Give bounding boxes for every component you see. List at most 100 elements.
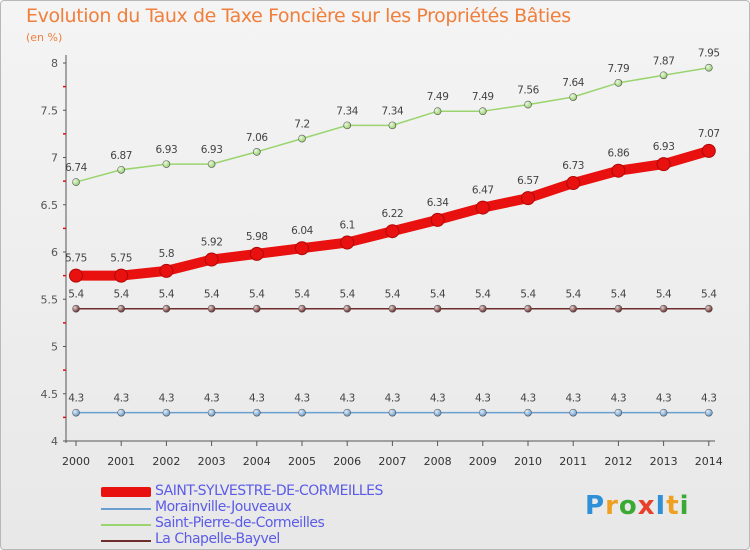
series-layer	[69, 63, 716, 417]
data-label: 7.56	[517, 85, 539, 97]
data-label: 4.3	[520, 393, 536, 405]
data-label: 4.3	[385, 393, 401, 405]
x-tick-label: 2013	[650, 455, 678, 468]
x-tick-label: 2014	[695, 455, 723, 468]
data-label: 5.4	[611, 289, 627, 301]
chart-title: Evolution du Taux de Taxe Foncière sur l…	[26, 5, 571, 27]
x-tick-label: 2007	[378, 455, 406, 468]
data-label: 6.34	[427, 197, 449, 209]
data-point-shine	[388, 305, 396, 313]
data-label: 5.75	[65, 253, 87, 265]
data-point-shine	[479, 409, 487, 417]
data-label: 6.86	[608, 148, 630, 160]
data-point	[521, 191, 535, 206]
data-label: 7.34	[336, 105, 358, 117]
data-point-shine	[660, 409, 668, 417]
data-point	[340, 235, 355, 250]
data-label: 5.92	[201, 237, 223, 249]
data-point-shine	[479, 305, 487, 313]
data-point-shine	[208, 160, 216, 168]
y-tick-label: 6	[51, 246, 58, 259]
y-tick-label: 4.5	[41, 388, 59, 401]
y-tick-label: 6.5	[41, 199, 59, 212]
x-tick-label: 2000	[62, 455, 90, 468]
data-label: 6.74	[65, 162, 87, 174]
proxiti-logo: ProxIti	[585, 491, 690, 521]
data-point-shine	[524, 409, 532, 417]
data-label: 6.93	[156, 144, 178, 156]
data-label: 7.06	[246, 132, 268, 144]
x-tick-label: 2010	[514, 455, 542, 468]
data-point-shine	[614, 79, 622, 87]
data-point-shine	[614, 409, 622, 417]
data-point	[295, 241, 309, 256]
data-point	[249, 246, 264, 261]
data-label: 7.79	[608, 63, 630, 75]
data-label: 4.3	[701, 393, 717, 405]
data-label: 5.4	[113, 289, 129, 301]
data-label: 4.3	[656, 393, 672, 405]
data-point-shine	[162, 409, 170, 417]
data-point-shine	[298, 305, 306, 313]
data-label: 4.3	[475, 393, 491, 405]
data-point-shine	[298, 135, 306, 143]
data-point-shine	[569, 93, 577, 101]
data-point	[701, 143, 716, 158]
data-point	[159, 263, 174, 278]
x-tick-label: 2006	[333, 455, 361, 468]
legend-label: SAINT-SYLVESTRE-DE-CORMEILLES	[155, 483, 383, 499]
x-tick-label: 2003	[198, 455, 226, 468]
data-point	[430, 212, 445, 227]
data-point-shine	[524, 305, 532, 313]
data-label: 7.2	[294, 119, 310, 131]
legend-swatch	[101, 540, 151, 542]
data-label: 6.22	[382, 208, 404, 220]
data-label: 5.75	[110, 253, 132, 265]
data-point-shine	[388, 409, 396, 417]
legend-swatch	[101, 508, 151, 510]
data-point	[611, 163, 626, 178]
data-label: 4.3	[294, 393, 310, 405]
y-tick-label: 8	[51, 57, 58, 70]
data-label: 5.4	[430, 289, 446, 301]
data-label: 7.87	[653, 55, 675, 67]
data-label: 4.3	[159, 393, 175, 405]
y-tick-label: 7.5	[41, 104, 59, 117]
data-label: 4.3	[611, 393, 627, 405]
data-label: 4.3	[430, 393, 446, 405]
legend-swatch	[101, 524, 151, 526]
data-label: 5.4	[339, 289, 355, 301]
data-label: 5.4	[385, 289, 401, 301]
data-point-shine	[208, 409, 216, 417]
data-point-shine	[569, 409, 577, 417]
data-label: 6.57	[517, 175, 539, 187]
data-point-shine	[343, 409, 351, 417]
data-label: 6.1	[339, 220, 355, 232]
y-tick-label: 7	[51, 152, 58, 165]
data-label: 7.64	[562, 77, 584, 89]
data-point-shine	[479, 107, 487, 115]
data-label: 7.95	[698, 48, 720, 60]
data-label: 7.07	[698, 128, 720, 140]
data-point-shine	[614, 305, 622, 313]
data-point-shine	[117, 166, 125, 174]
data-point-shine	[343, 305, 351, 313]
data-point-shine	[569, 305, 577, 313]
data-point-shine	[705, 64, 713, 72]
data-point	[656, 157, 671, 172]
data-point-shine	[298, 409, 306, 417]
x-tick-label: 2002	[152, 455, 180, 468]
data-point-shine	[434, 107, 442, 115]
chart-subtitle: (en %)	[26, 31, 63, 44]
data-label: 5.4	[159, 289, 175, 301]
data-point	[475, 200, 490, 215]
data-label: 5.4	[565, 289, 581, 301]
data-point-shine	[72, 305, 80, 313]
data-label: 6.93	[653, 141, 675, 153]
data-point-shine	[660, 305, 668, 313]
x-tick-label: 2012	[604, 455, 632, 468]
data-point-shine	[72, 409, 80, 417]
data-label: 5.98	[246, 231, 268, 243]
data-label: 5.4	[701, 289, 717, 301]
